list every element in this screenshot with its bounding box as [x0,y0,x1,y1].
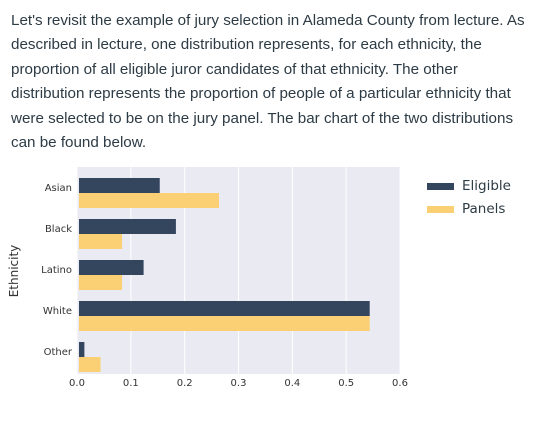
x-tick-label: 0.4 [284,378,300,389]
x-tick-label: 0.6 [392,378,408,389]
x-tick-label: 0.2 [177,378,193,389]
bar-panels [79,234,123,249]
legend-label-eligible: Eligible [462,178,511,194]
x-tick-label: 0.3 [231,378,247,389]
legend: Eligible Panels [427,178,511,217]
intro-paragraph: Let's revisit the example of jury select… [11,12,525,152]
grid-lines [76,167,401,374]
bar-eligible [79,178,160,193]
category-label: Latino [41,265,72,276]
category-label: Other [44,347,73,358]
bar-eligible [79,219,176,234]
bar-panels [79,316,370,331]
legend-swatch-panels [427,206,454,213]
x-tick-label: 0.0 [69,378,85,389]
y-axis-label: Ethnicity [7,245,21,298]
bar-panels [79,193,219,208]
category-label: White [43,306,72,317]
legend-swatch-eligible [427,183,454,190]
legend-label-panels: Panels [462,201,505,217]
bar-panels [79,357,101,372]
bars [79,178,370,372]
x-tick-label: 0.5 [338,378,354,389]
bar-eligible [79,301,370,316]
x-tick-label: 0.1 [123,378,139,389]
bar-eligible [79,342,85,357]
bar-panels [79,275,123,290]
category-labels: Asian Black Latino White Other [41,183,73,358]
x-tick-labels: 0.0 0.1 0.2 0.3 0.4 0.5 0.6 [69,378,408,389]
category-label: Black [45,224,72,235]
category-label: Asian [45,183,72,194]
bar-eligible [79,260,144,275]
